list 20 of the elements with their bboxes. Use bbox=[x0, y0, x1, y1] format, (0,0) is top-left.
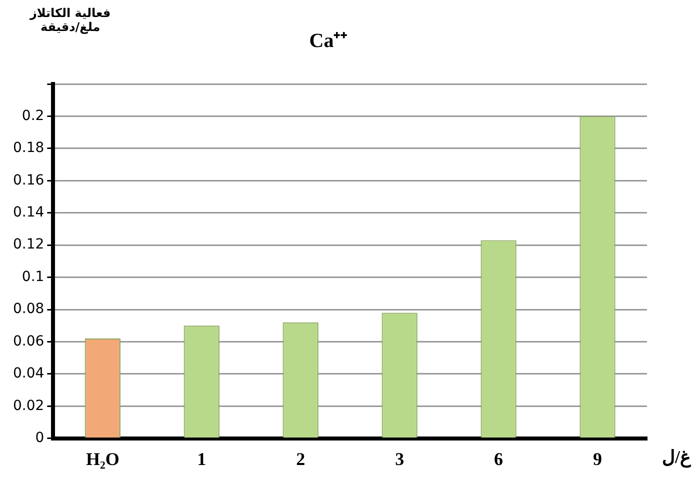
y-tick-label: 0.08 bbox=[13, 301, 44, 318]
y-tick-label: 0.02 bbox=[13, 398, 44, 414]
x-tick-label: H₂O bbox=[86, 448, 120, 469]
y-axis-title: فعالية الكاتلاز ملغ/دقيقة bbox=[30, 6, 111, 34]
y-tick-label: 0.18 bbox=[13, 140, 44, 156]
y-tick-label: 0.1 bbox=[22, 268, 44, 285]
x-tick-label: 9 bbox=[593, 448, 602, 469]
y-tick-label: 0.04 bbox=[13, 366, 44, 382]
x-tick-label: 6 bbox=[494, 448, 504, 469]
y-tick-label: 0.06 bbox=[13, 333, 44, 350]
y-tick-label: 0 bbox=[35, 430, 44, 446]
x-tick-label: 2 bbox=[296, 448, 306, 469]
y-tick-label: 0.16 bbox=[13, 172, 44, 188]
x-axis-title: غ/ل bbox=[662, 446, 691, 468]
y-tick-label: 0.2 bbox=[22, 108, 44, 124]
y-tick-label: 0.14 bbox=[13, 204, 44, 221]
y-tick-label: 0.12 bbox=[13, 236, 44, 253]
chart-title: Ca⁺⁺ bbox=[309, 30, 348, 52]
x-tick-label: 1 bbox=[197, 448, 206, 469]
x-tick-label: 3 bbox=[395, 448, 404, 469]
